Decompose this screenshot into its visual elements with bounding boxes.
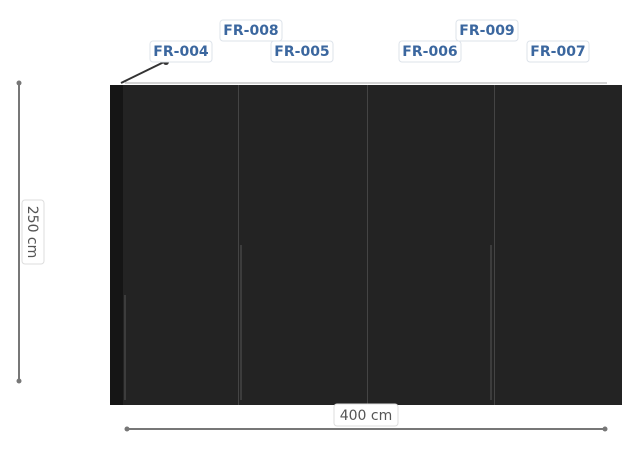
dimension-end xyxy=(16,378,22,384)
tag[interactable]: FR-005 xyxy=(270,40,334,63)
tag-label[interactable]: FR-004 xyxy=(153,44,209,60)
dimension-box xyxy=(21,199,45,265)
tag-label[interactable]: FR-007 xyxy=(530,44,585,60)
width-label: 400 cm xyxy=(340,408,393,424)
height-label: 250 cm xyxy=(24,206,40,259)
tag-box xyxy=(149,40,213,63)
tag-label[interactable]: FR-005 xyxy=(274,44,329,60)
side-panel xyxy=(110,85,123,405)
tag-box xyxy=(270,40,334,63)
width-dimension: 400 cm xyxy=(124,403,608,432)
dimension-end xyxy=(16,80,22,86)
tag-box xyxy=(219,19,283,42)
tag[interactable]: FR-008 xyxy=(219,19,283,42)
tag[interactable]: FR-004 xyxy=(149,40,213,63)
tag-pointer xyxy=(120,61,165,84)
tag[interactable]: FR-006 xyxy=(398,40,462,63)
tag-label[interactable]: FR-009 xyxy=(459,23,514,39)
wardrobe xyxy=(110,59,622,405)
tag[interactable]: FR-009 xyxy=(455,19,519,42)
tag-label[interactable]: FR-008 xyxy=(223,23,278,39)
tag-box xyxy=(455,19,519,42)
dimension-end xyxy=(602,426,608,432)
tag-box xyxy=(526,40,590,63)
wardrobe-body xyxy=(110,85,622,405)
height-dimension: 250 cm xyxy=(16,80,45,384)
tag-box xyxy=(398,40,462,63)
dimension-box xyxy=(333,403,399,427)
dimension-end xyxy=(124,426,130,432)
tag[interactable]: FR-007 xyxy=(526,40,590,63)
tag-label[interactable]: FR-006 xyxy=(402,44,457,60)
